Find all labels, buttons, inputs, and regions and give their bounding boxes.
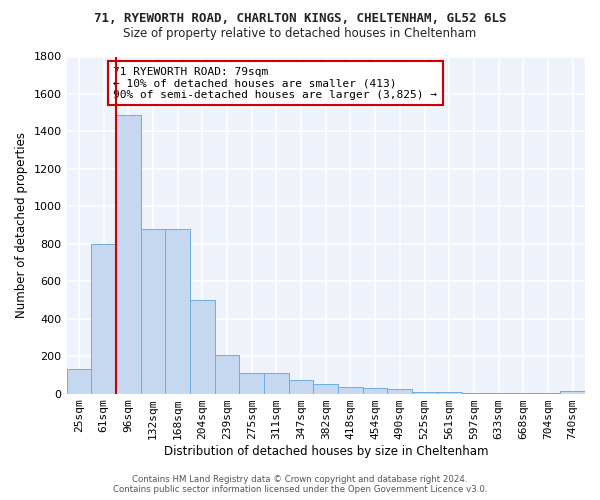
Text: Contains HM Land Registry data © Crown copyright and database right 2024.
Contai: Contains HM Land Registry data © Crown c… — [113, 474, 487, 494]
Bar — [437, 392, 461, 394]
Bar — [239, 373, 264, 394]
Bar — [140, 229, 165, 394]
X-axis label: Distribution of detached houses by size in Cheltenham: Distribution of detached houses by size … — [164, 444, 488, 458]
Bar — [338, 387, 363, 394]
Bar — [116, 114, 140, 394]
Bar — [511, 393, 536, 394]
Text: 71 RYEWORTH ROAD: 79sqm
← 10% of detached houses are smaller (413)
90% of semi-d: 71 RYEWORTH ROAD: 79sqm ← 10% of detache… — [113, 66, 437, 100]
Bar — [264, 373, 289, 394]
Bar — [67, 369, 91, 394]
Bar — [91, 244, 116, 394]
Bar — [461, 392, 486, 394]
Bar — [560, 391, 585, 394]
Bar — [215, 355, 239, 394]
Bar — [363, 388, 388, 394]
Bar — [486, 393, 511, 394]
Text: 71, RYEWORTH ROAD, CHARLTON KINGS, CHELTENHAM, GL52 6LS: 71, RYEWORTH ROAD, CHARLTON KINGS, CHELT… — [94, 12, 506, 26]
Y-axis label: Number of detached properties: Number of detached properties — [15, 132, 28, 318]
Text: Size of property relative to detached houses in Cheltenham: Size of property relative to detached ho… — [124, 28, 476, 40]
Bar — [313, 384, 338, 394]
Bar — [289, 380, 313, 394]
Bar — [165, 229, 190, 394]
Bar — [412, 392, 437, 394]
Bar — [190, 300, 215, 394]
Bar — [388, 389, 412, 394]
